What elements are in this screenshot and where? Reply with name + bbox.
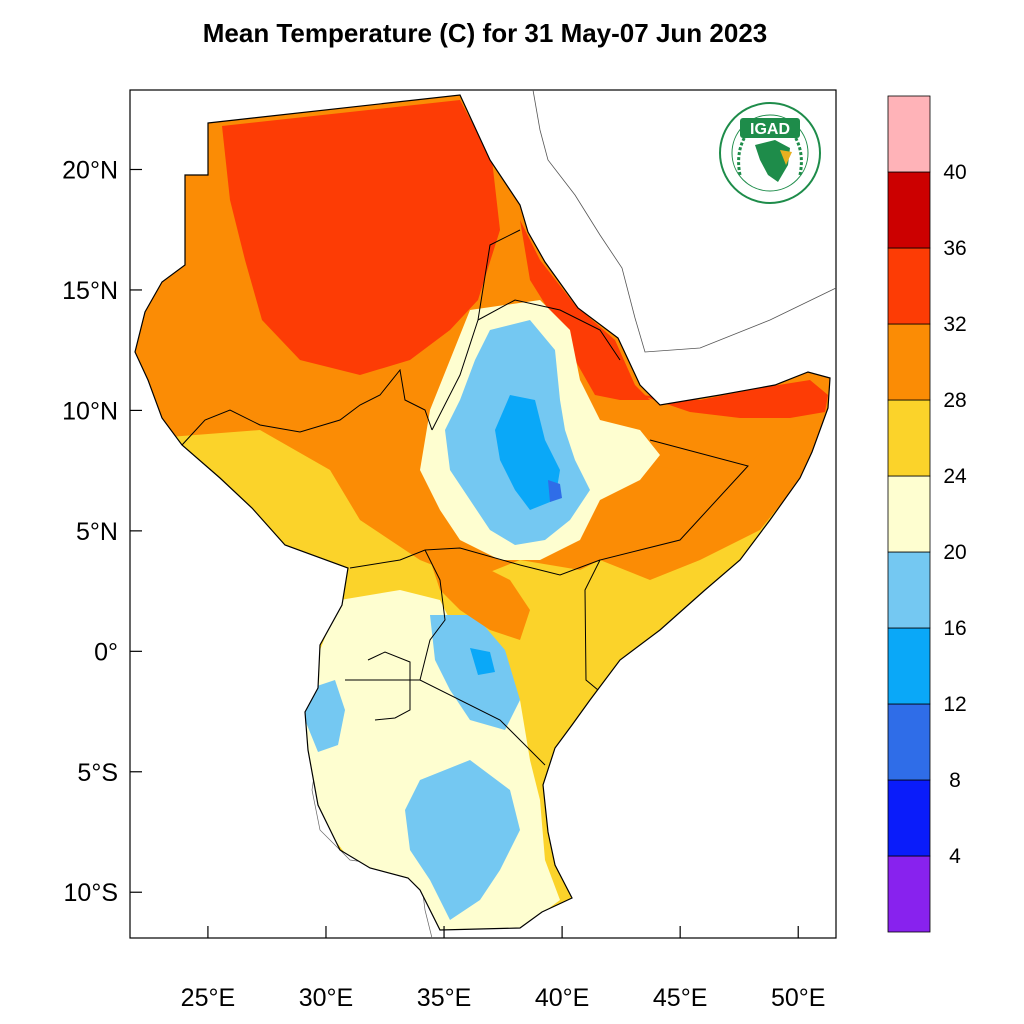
border-uganda-kenya — [419, 549, 446, 681]
zone-warm-kenya-rift — [430, 560, 530, 640]
outside-coastline — [532, 89, 837, 353]
border-south-sudan-kenya-uganda — [349, 547, 601, 576]
colorbar-swatch — [887, 95, 931, 173]
colorbar-swatch — [887, 475, 931, 553]
x-tick-label: 45°E — [653, 984, 707, 1012]
logo-inner-ring — [731, 114, 809, 192]
y-tick-label: 10°N — [62, 397, 118, 425]
x-tick-label: 40°E — [535, 984, 589, 1012]
logo-text: IGAD — [750, 121, 790, 138]
colorbar-swatch — [887, 779, 931, 857]
colorbar-label: 8 — [949, 769, 961, 792]
border-rwanda-burundi — [367, 651, 411, 721]
x-tick-label: 50°E — [771, 984, 825, 1012]
zone-colder-ethiopia — [495, 395, 560, 510]
border-ethiopia-somalia — [584, 439, 749, 691]
y-tick-label: 0° — [94, 638, 118, 666]
x-tick-label: 30°E — [299, 984, 353, 1012]
colorbar-label: 16 — [943, 617, 966, 640]
x-tick-label: 35°E — [417, 984, 471, 1012]
colorbar-label: 32 — [943, 313, 966, 336]
map-title: Mean Temperature (C) for 31 May-07 Jun 2… — [202, 18, 768, 48]
colorbar-label: 20 — [943, 541, 966, 564]
zone-hot-somalia-coast — [640, 380, 828, 418]
colorbar-label: 24 — [943, 465, 967, 488]
y-axis: 20°N 15°N 10°N 5°N 0° 5°S 10°S — [62, 157, 142, 907]
zone-hot-sahara — [222, 100, 500, 375]
zone-coldest-ethiopia — [548, 480, 562, 502]
zone-hot-red-sea — [520, 220, 650, 400]
colorbar-label: 40 — [943, 161, 966, 184]
colorbar-swatch — [887, 399, 931, 477]
horn-highlight-icon — [780, 150, 792, 165]
y-tick-label: 20°N — [62, 157, 118, 185]
colorbar-swatch — [887, 171, 931, 249]
colorbar-swatch — [887, 703, 931, 781]
colorbar-label: 4 — [949, 845, 961, 868]
y-tick-label: 15°N — [62, 277, 118, 305]
colorbar-swatch — [887, 855, 931, 933]
border-eritrea-ethiopia — [477, 299, 621, 361]
y-tick-label: 10°S — [64, 879, 118, 907]
country-borders — [181, 229, 749, 766]
zone-warm-somalia — [560, 420, 820, 580]
zone-cold-kenya — [430, 615, 520, 730]
x-tick-label: 25°E — [181, 984, 235, 1012]
colorbar-swatch — [887, 627, 931, 705]
colorbar-swatch — [887, 247, 931, 325]
x-axis: 25°E 30°E 35°E 40°E 45°E 50°E — [181, 926, 825, 1012]
colorbar-swatch — [887, 323, 931, 401]
logo-banner — [740, 118, 800, 138]
colorbar: 4 8 12 16 20 24 28 32 36 40 — [887, 95, 967, 933]
border-sudan-south-sudan — [181, 368, 433, 446]
colorbar-label: 28 — [943, 389, 966, 412]
colorbar-swatch — [887, 551, 931, 629]
y-tick-label: 5°N — [76, 518, 118, 546]
coastline — [134, 94, 831, 931]
zone-cold-lake-west — [305, 680, 345, 752]
igad-logo: IGAD — [719, 102, 821, 204]
colorbar-label: 36 — [943, 237, 966, 260]
zone-colder-kenya — [470, 648, 495, 675]
colorbar-label: 12 — [943, 693, 966, 716]
zone-cold-tanzania — [405, 760, 520, 920]
y-tick-label: 5°S — [77, 759, 118, 787]
border-kenya-tanzania — [345, 679, 546, 766]
